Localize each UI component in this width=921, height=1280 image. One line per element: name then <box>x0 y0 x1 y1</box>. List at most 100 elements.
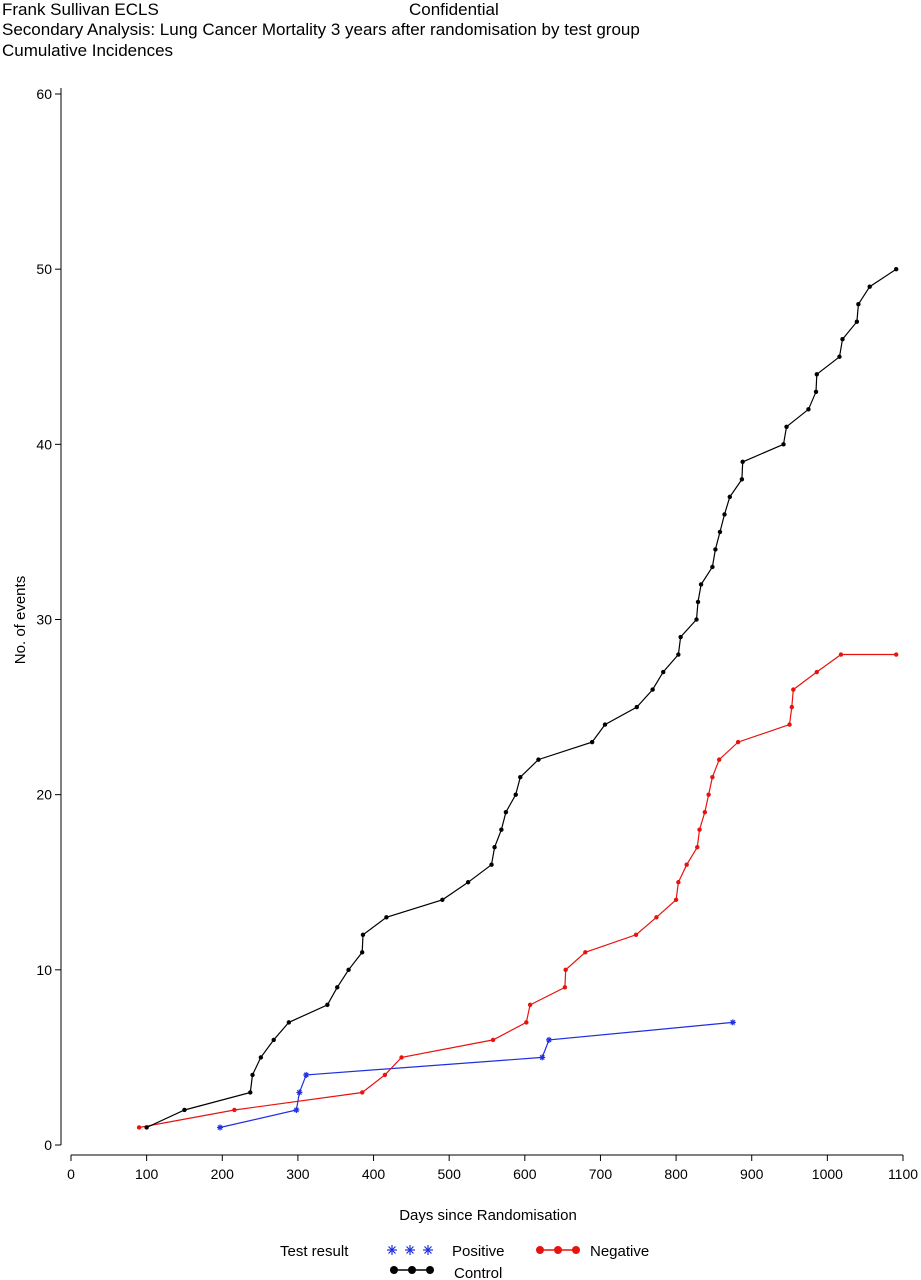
y-axis-title: No. of events <box>12 576 29 664</box>
control-point <box>713 547 718 552</box>
control-point <box>144 1125 149 1130</box>
x-axis-title: Days since Randomisation <box>399 1207 577 1224</box>
negative-point <box>232 1107 237 1113</box>
legend-negative-label: Negative <box>590 1243 649 1260</box>
chart-title: Secondary Analysis: Lung Cancer Mortalit… <box>2 20 640 39</box>
control-point <box>678 634 683 640</box>
positive-point <box>296 1089 303 1096</box>
control-point <box>740 459 745 465</box>
legend-control-label: Control <box>454 1265 502 1280</box>
legend-title: Test result <box>280 1243 349 1260</box>
control-point <box>499 827 504 832</box>
control-point <box>465 880 471 885</box>
x-tick-label: 700 <box>589 1166 613 1182</box>
control-point <box>867 284 872 289</box>
control-point <box>250 1072 255 1078</box>
negative-point <box>697 827 702 832</box>
negative-point <box>702 809 708 815</box>
control-point <box>346 967 351 973</box>
axes: 0 100 200 300 400 500 600 700 800 900 1000 1100 0 10 2… <box>36 86 918 1182</box>
legend-item-negative: Negative <box>536 1243 649 1260</box>
control-point <box>325 1002 330 1008</box>
negative-point <box>399 1055 404 1060</box>
positive-point <box>539 1054 546 1061</box>
series-control <box>144 266 899 1130</box>
control-point <box>602 722 608 727</box>
control-point <box>360 932 366 937</box>
y-tick-label: 60 <box>36 86 52 102</box>
negative-point <box>735 739 741 745</box>
series-positive <box>217 1019 736 1131</box>
legend-positive-label: Positive <box>452 1243 505 1260</box>
negative-point <box>490 1037 496 1043</box>
negative-point <box>563 967 568 973</box>
control-point <box>856 302 861 307</box>
negative-point <box>695 845 700 850</box>
control-point <box>536 757 541 762</box>
control-point <box>589 739 595 745</box>
y-tick-label: 30 <box>36 612 52 628</box>
control-point <box>661 669 666 675</box>
negative-point <box>791 687 796 692</box>
control-point <box>781 442 786 447</box>
control-point <box>722 512 727 517</box>
control-point <box>837 354 842 359</box>
control-point <box>503 809 509 815</box>
control-point <box>335 985 340 990</box>
x-tick-label: 1000 <box>812 1166 843 1182</box>
control-point <box>384 915 389 920</box>
negative-line <box>138 653 897 1129</box>
negative-point <box>710 774 715 780</box>
positive-point <box>729 1019 736 1026</box>
negative-point <box>136 1125 142 1130</box>
control-point <box>814 372 819 377</box>
legend-positive-marker <box>387 1245 397 1255</box>
control-point <box>727 494 732 500</box>
positive-point <box>217 1124 224 1131</box>
negative-point <box>673 897 679 902</box>
negative-point <box>789 704 795 710</box>
series-negative <box>136 652 899 1130</box>
y-tick-label: 50 <box>36 261 52 277</box>
x-tick-label: 900 <box>740 1166 764 1182</box>
control-point <box>271 1037 276 1043</box>
negative-point <box>360 1090 365 1095</box>
control-point <box>182 1107 187 1113</box>
x-tick-label: 600 <box>513 1166 537 1182</box>
series-layer <box>136 266 899 1131</box>
y-tick-label: 40 <box>36 436 52 452</box>
control-point <box>248 1090 253 1095</box>
x-tick-label: 500 <box>438 1166 462 1182</box>
positive-point <box>546 1036 553 1043</box>
control-point <box>784 424 789 430</box>
control-point <box>698 582 704 587</box>
control-point <box>893 266 899 272</box>
x-tick-label: 100 <box>135 1166 159 1182</box>
control-point <box>360 950 365 955</box>
legend-positive-marker <box>405 1245 415 1255</box>
x-tick-label: 200 <box>211 1166 235 1182</box>
negative-point <box>633 932 639 937</box>
control-point <box>854 319 860 324</box>
control-point <box>813 389 819 394</box>
negative-point <box>382 1072 388 1078</box>
control-point <box>489 862 494 867</box>
x-tick-label: 0 <box>67 1166 75 1182</box>
control-point <box>695 599 701 605</box>
x-tick-label: 800 <box>664 1166 688 1182</box>
negative-point <box>814 669 819 675</box>
control-point <box>513 792 518 797</box>
legend-item-control: Control <box>390 1265 502 1280</box>
negative-point <box>684 862 689 867</box>
positive-point <box>303 1071 310 1078</box>
control-point <box>694 617 699 622</box>
header-confidential: Confidential <box>409 0 499 19</box>
y-tick-label: 10 <box>36 962 52 978</box>
negative-point <box>893 652 899 657</box>
legend: Test result Positive Negative Control <box>280 1243 649 1280</box>
control-line <box>146 268 897 1129</box>
y-tick-label: 0 <box>44 1137 52 1153</box>
negative-point <box>583 950 588 955</box>
negative-point <box>562 985 568 990</box>
